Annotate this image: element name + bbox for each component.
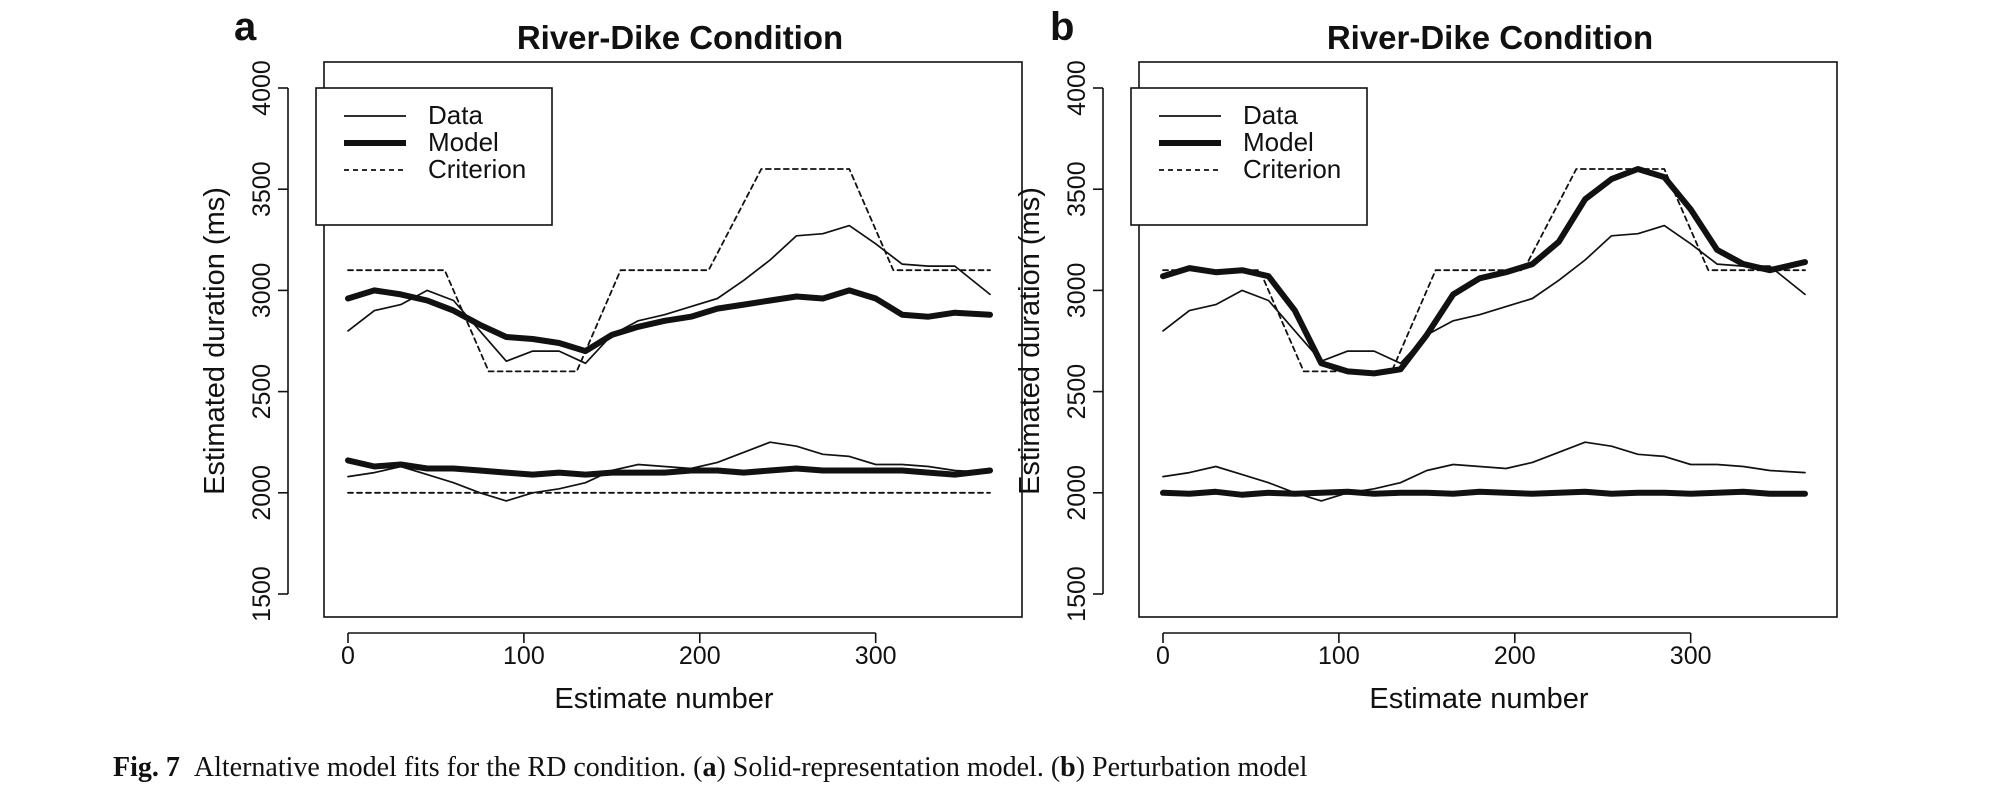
chart-panel-b: b River-Dike Condition1500200025003000350… [1014,5,1838,715]
plot-frame [1138,61,1838,618]
series-data-line-2 [1162,441,1806,502]
legend-box [1130,87,1368,226]
series-model-line-2 [345,457,993,478]
legend-label-model: Model [428,127,499,157]
caption-text-1: Alternative model fits for the RD condit… [193,752,703,783]
chart-title: River-Dike Condition [517,19,843,56]
x-tick-label: 300 [855,642,897,670]
legend-label-model: Model [1243,127,1314,157]
x-tick-label: 0 [341,642,355,670]
y-tick-label: 3500 [248,161,276,217]
panel-letter: b [1050,5,1074,49]
chart-title: River-Dike Condition [1327,19,1653,56]
y-tick-label: 4000 [1063,60,1091,116]
caption-label: Fig. 7 [113,752,180,783]
y-tick-label: 1500 [1063,566,1091,622]
series-data-line-1 [1162,224,1806,365]
series-criterion-line-1 [347,168,991,373]
series-model-line-1 [345,287,993,355]
y-tick-label: 1500 [248,566,276,622]
x-axis-label: Estimate number [1369,683,1589,715]
series-data-line-1 [347,224,991,365]
chart-panel-a: a River-Dike Condition1500200025003000350… [199,5,1023,715]
y-tick-label: 2000 [1063,465,1091,521]
x-tick-label: 100 [503,642,545,670]
y-axis-label: Estimated duration (ms) [1014,187,1046,495]
legend-label-data: Data [428,100,483,130]
series-model-line-1 [1160,166,1808,377]
y-tick-label: 4000 [248,60,276,116]
plot-frame [323,61,1023,618]
caption-text-2: ) Solid-representation model. ( [716,752,1061,783]
caption-panel-a: a [702,752,717,783]
legend-label-criterion: Criterion [1243,154,1341,184]
figure-caption: Fig. 7 Alternative model fits for the RD… [113,752,1307,784]
y-tick-label: 2500 [248,364,276,420]
x-tick-label: 300 [1670,642,1712,670]
y-tick-label: 3000 [248,263,276,319]
caption-panel-b: b [1060,752,1076,783]
series-model-line-2 [1160,488,1808,498]
x-tick-label: 200 [1494,642,1536,670]
y-tick-label: 2500 [1063,364,1091,420]
y-tick-label: 3000 [1063,263,1091,319]
y-tick-label: 2000 [248,465,276,521]
series-criterion-line-1 [1162,168,1806,373]
figure: a River-Dike Condition1500200025003000350… [199,5,1838,715]
x-axis-label: Estimate number [554,683,774,715]
x-tick-label: 100 [1318,642,1360,670]
legend-box [315,87,553,226]
y-tick-label: 3500 [1063,161,1091,217]
panel-letter: a [234,5,257,49]
legend-label-criterion: Criterion [428,154,526,184]
legend-label-data: Data [1243,100,1298,130]
y-axis-label: Estimated duration (ms) [199,187,231,495]
series-data-line-2 [347,441,991,502]
caption-text-3: ) Perturbation model [1075,752,1308,783]
x-tick-label: 200 [679,642,721,670]
x-tick-label: 0 [1156,642,1170,670]
